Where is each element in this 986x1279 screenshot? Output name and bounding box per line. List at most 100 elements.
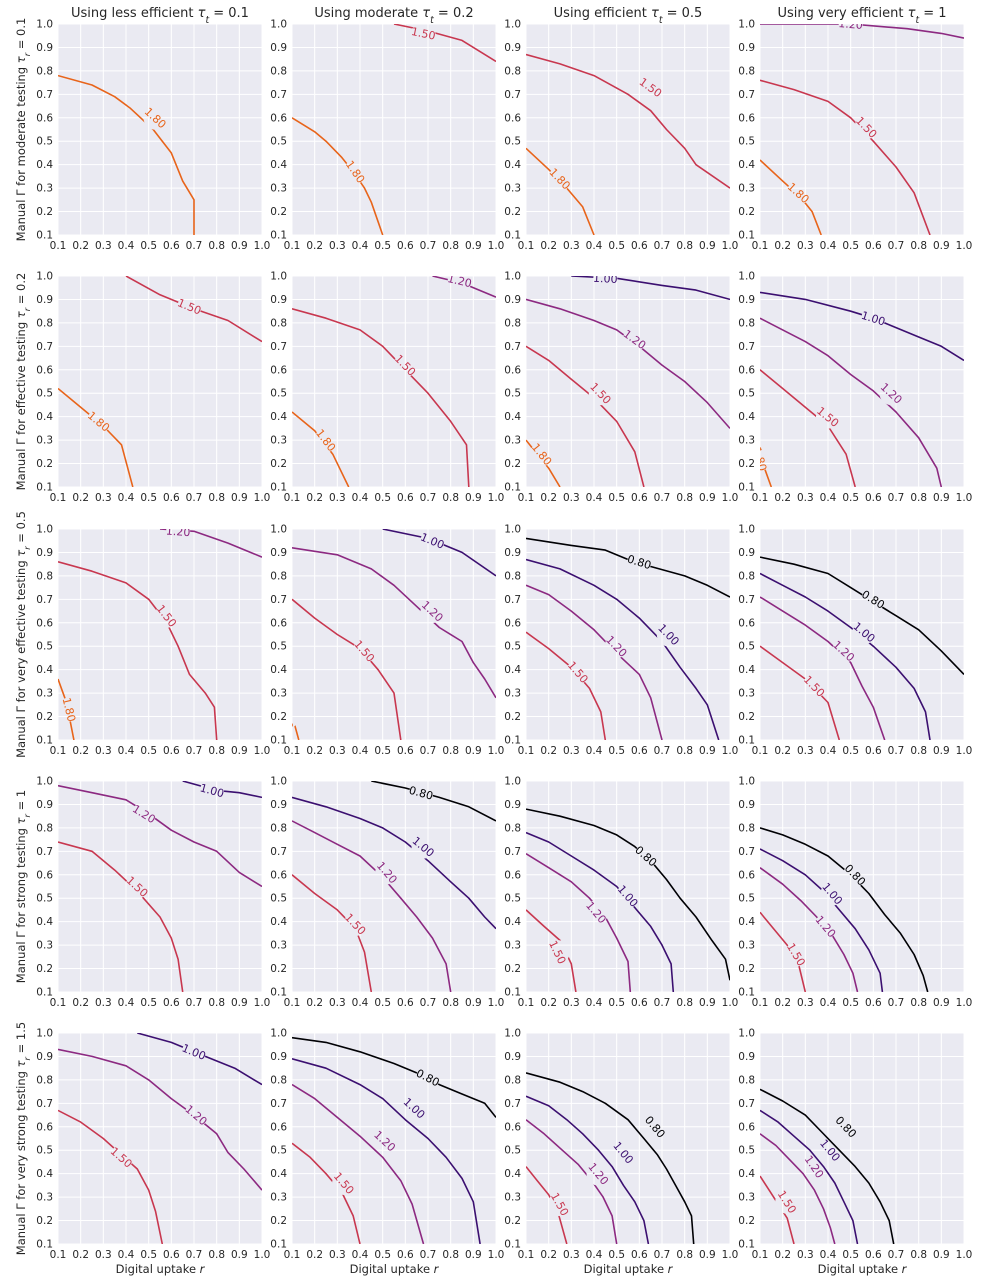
x-tick-label: 0.1: [284, 492, 301, 504]
y-tick-label: 0.3: [738, 1192, 755, 1204]
y-tick-label: 0.1: [36, 987, 53, 999]
contour-line-1.00: [292, 796, 496, 930]
y-tick-label: 0.8: [738, 65, 755, 77]
y-tick-label: 1.0: [36, 19, 53, 31]
contour-line-1.00: [382, 529, 496, 577]
y-tick-label: 0.3: [738, 940, 755, 952]
x-tick-label: 0.6: [865, 492, 882, 504]
x-tick-label: 0.1: [518, 492, 535, 504]
contour-line-1.50: [393, 24, 496, 63]
y-tick-label: 0.7: [36, 341, 53, 353]
y-tick-label: 0.5: [738, 641, 755, 653]
contour-label: 1.80: [60, 696, 78, 723]
y-tick-label: 0.1: [504, 1239, 521, 1251]
y-tick-label: 0.5: [270, 388, 287, 400]
y-tick-label: 0.7: [738, 89, 755, 101]
x-tick-label: 0.7: [654, 745, 671, 757]
x-tick-label: 0.9: [699, 997, 716, 1009]
y-tick-label: 0.5: [36, 388, 53, 400]
x-tick-label: 1.0: [488, 492, 505, 504]
x-tick-label: 0.4: [118, 1249, 135, 1261]
y-tick-label: 0.8: [270, 317, 287, 329]
y-tick-label: 0.8: [504, 317, 521, 329]
x-tick-label: 0.3: [329, 1249, 346, 1261]
x-tick-label: 0.3: [563, 240, 580, 252]
y-tick-label: 0.2: [738, 711, 755, 723]
x-tick-label: 0.1: [752, 997, 769, 1009]
y-tick-label: 0.6: [36, 112, 53, 124]
y-tick-label: 0.9: [738, 42, 755, 54]
x-tick-label: 0.6: [397, 1249, 414, 1261]
x-tick-label: 1.0: [488, 745, 505, 757]
panel-r4-c1: 0.1 0.2 0.3 0.4 0.5 0.6 0.7 0.8 0.9 1.0 0.1 0.2 0.3 0…: [36, 776, 270, 1010]
x-tick-label: 0.4: [586, 745, 603, 757]
contour-line-1.00: [526, 1095, 650, 1244]
x-tick-label: 1.0: [488, 1249, 505, 1261]
x-tick-label: 0.6: [163, 492, 180, 504]
y-tick-label: 0.2: [270, 711, 287, 723]
contour-line-1.80: [292, 707, 300, 740]
x-tick-label: 0.6: [397, 492, 414, 504]
x-tick-label: 0.1: [518, 997, 535, 1009]
y-tick-label: 0.4: [504, 916, 521, 928]
y-tick-label: 0.9: [738, 799, 755, 811]
contour-line-1.20: [526, 1119, 618, 1244]
y-tick-label: 0.5: [36, 641, 53, 653]
contour-label: 1.20: [165, 525, 190, 540]
y-tick-label: 0.7: [270, 594, 287, 606]
y-tick-label: 0.6: [270, 112, 287, 124]
x-tick-label: 1.0: [956, 745, 973, 757]
y-tick-label: 0.9: [504, 1051, 521, 1063]
contour-line-1.20: [58, 1048, 262, 1191]
x-tick-label: 0.5: [140, 492, 157, 504]
y-tick-label: 0.9: [270, 42, 287, 54]
y-tick-label: 0.4: [504, 159, 521, 171]
plot-background: [58, 529, 262, 740]
y-tick-label: 0.8: [270, 1074, 287, 1086]
contour-line-1.50: [526, 53, 730, 189]
x-tick-label: 0.5: [608, 492, 625, 504]
contour-line-1.00: [137, 1033, 262, 1086]
x-tick-label: 0.5: [608, 1249, 625, 1261]
contour-line-1.20: [58, 784, 262, 888]
x-tick-label: 0.7: [420, 240, 437, 252]
y-tick-label: 0.1: [738, 230, 755, 242]
x-tick-label: 0.8: [208, 492, 225, 504]
y-tick-label: 0.6: [738, 869, 755, 881]
x-tick-label: 0.6: [631, 997, 648, 1009]
x-tick-label: 0.6: [163, 745, 180, 757]
contour-label: 1.80: [279, 704, 295, 730]
x-tick-label: 0.7: [420, 1249, 437, 1261]
y-tick-label: 0.8: [504, 65, 521, 77]
x-tick-label: 0.7: [888, 745, 905, 757]
panel-r1-c2: 0.1 0.2 0.3 0.4 0.5 0.6 0.7 0.8 0.9 1.0 0.1 0.2 0.3 0…: [270, 19, 504, 253]
x-tick-label: 0.3: [797, 1249, 814, 1261]
x-tick-label: 1.0: [488, 997, 505, 1009]
y-tick-label: 0.2: [270, 206, 287, 218]
x-tick-label: 0.4: [820, 240, 837, 252]
x-tick-label: 0.2: [72, 745, 89, 757]
x-tick-label: 0.2: [72, 1249, 89, 1261]
y-tick-label: 0.1: [36, 735, 53, 747]
y-tick-label: 1.0: [270, 776, 287, 788]
y-tick-label: 0.9: [36, 294, 53, 306]
x-tick-label: 0.3: [797, 745, 814, 757]
x-tick-label: 0.7: [420, 997, 437, 1009]
contour-line-1.00: [526, 831, 675, 992]
y-tick-label: 0.6: [270, 1121, 287, 1133]
x-tick-label: 0.5: [374, 492, 391, 504]
x-tick-label: 0.6: [397, 240, 414, 252]
y-tick-label: 0.1: [504, 735, 521, 747]
y-tick-label: 0.6: [504, 364, 521, 376]
x-tick-label: 0.6: [865, 745, 882, 757]
y-tick-label: 0.4: [270, 411, 287, 423]
x-tick-label: 0.3: [797, 240, 814, 252]
column-title-1: Using less efficient τt = 0.1: [71, 6, 249, 26]
y-tick-label: 0.8: [504, 822, 521, 834]
y-tick-label: 0.9: [738, 1051, 755, 1063]
x-tick-label: 0.5: [842, 745, 859, 757]
contour-line-1.50: [58, 841, 184, 992]
y-tick-label: 0.5: [504, 388, 521, 400]
contour-line-1.50: [58, 1109, 164, 1244]
contour-line-1.50: [526, 345, 645, 487]
